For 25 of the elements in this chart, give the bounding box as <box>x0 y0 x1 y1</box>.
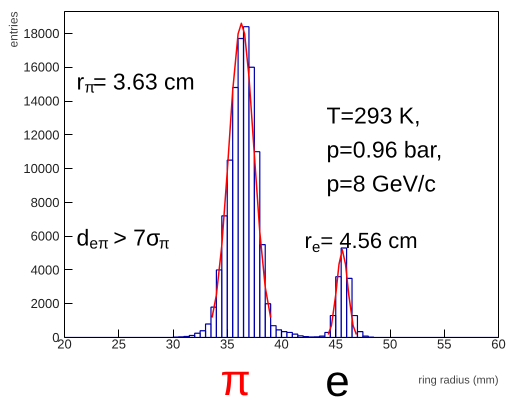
annotation: p=0.96 bar, <box>326 136 442 162</box>
x-tick-label: 45 <box>328 336 343 352</box>
annotation: p=8 GeV/c <box>326 170 436 196</box>
y-tick-label: 2000 <box>30 296 60 312</box>
x-tick-label: 40 <box>274 336 289 352</box>
y-tick-label: 16000 <box>23 60 60 75</box>
y-tick-label: 12000 <box>23 127 60 142</box>
x-tick-label: 60 <box>491 336 506 352</box>
text: π <box>220 356 251 403</box>
x-tick-label: 25 <box>112 336 126 352</box>
y-tick-label: 6000 <box>30 228 60 244</box>
annotation: T=293 K, <box>326 102 420 128</box>
x-axis-title: ring radius (mm) <box>418 374 499 386</box>
y-tick-label: 4000 <box>30 262 60 278</box>
x-tick-label: 55 <box>437 336 452 352</box>
x-tick-label: 30 <box>166 336 180 352</box>
x-tick-label: 35 <box>220 336 234 352</box>
y-tick-label: 8000 <box>30 194 60 210</box>
y-axis-title: entries <box>6 11 20 48</box>
y-tick-label: 0 <box>52 330 60 345</box>
text: e <box>325 357 350 403</box>
y-tick-label: 14000 <box>23 94 60 109</box>
y-tick-label: 10000 <box>23 161 60 176</box>
x-tick-label: 50 <box>382 336 398 352</box>
y-tick-label: 18000 <box>23 26 60 41</box>
